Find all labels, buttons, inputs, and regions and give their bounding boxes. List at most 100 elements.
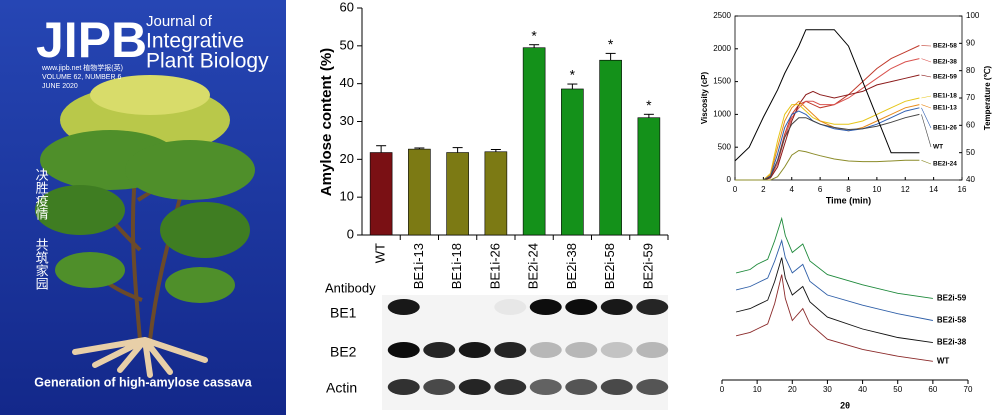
cover-website: www.jipb.net 植物学报(英) [41,63,123,72]
legend-pointer [921,160,932,165]
x-tick-label: BE2i-59 [640,243,655,289]
y-tick-label: 500 [718,142,732,151]
significance-mark: * [646,97,652,113]
blot-band [494,342,527,358]
legend-label: BE2i-59 [933,74,957,81]
blot-band [494,379,527,395]
y2-axis-label: Temperature (℃) [983,65,992,130]
blot-band [529,299,562,315]
western-blot [382,295,669,410]
legend-label: BE2i-58 [933,43,957,50]
data-line [735,45,920,181]
blot-band [565,299,598,315]
blot-band [458,342,491,358]
cover-slogan: 共筑家园 [34,238,49,290]
y-tick-label: 1500 [713,77,731,86]
x-tick-label: BE2i-38 [564,243,579,289]
series-label: BE2i-59 [937,294,967,303]
cover-logo: JIPB [36,12,147,68]
legend-label: BE1i-26 [933,125,957,132]
legend-pointer [921,58,932,63]
x-tick-label: 10 [872,185,881,194]
bar [561,88,584,236]
legend-label: BE2i-38 [933,59,957,66]
legend-pointer [921,74,932,78]
y2-tick-label: 60 [966,120,975,129]
y-tick-label: 60 [340,0,354,14]
y-tick-label: 40 [340,75,354,90]
x-tick-label: 70 [964,385,973,394]
bar [599,59,622,236]
blot-band [387,379,420,395]
cover-caption: Generation of high-amylose cassava [34,375,252,389]
blot-band [565,342,598,358]
y2-tick-label: 40 [966,175,975,184]
blot-band [387,299,420,315]
blot-row-label: BE1 [330,305,357,321]
cover-slogan: 决胜疫情 [34,168,49,220]
x-axis-label: Time (min) [826,195,871,205]
cover-volume: VOLUME 62, NUMBER 6 [42,74,121,81]
cover-journal-line: Journal of [146,13,213,30]
y-axis-label: Amylose content (%) [318,48,335,196]
significance-mark: * [570,67,576,83]
legend-pointer [921,114,932,148]
x-tick-label: 60 [928,385,937,394]
cover-journal-line: Plant Biology [146,50,269,73]
blot-band [565,379,598,395]
y2-tick-label: 50 [966,148,975,157]
bar [408,148,431,236]
y-tick-label: 0 [727,175,732,184]
blot-band [636,342,669,358]
x-tick-label: 4 [790,185,795,194]
blot-band [423,379,456,395]
x-tick-label: 0 [720,385,725,394]
bar [484,151,508,236]
x-tick-label: WT [373,243,388,263]
data-line [735,97,920,181]
cover-date: JUNE 2020 [42,83,78,90]
y2-tick-label: 90 [966,38,975,47]
y-axis-label: Viscosity (cP) [700,72,709,125]
series-label: BE2i-58 [937,316,967,325]
journal-cover: JIPB Journal of Integrative Plant Biolog… [0,0,286,415]
bar [369,152,393,236]
blot-band [529,342,562,358]
y-tick-label: 20 [340,151,354,166]
blot-band [600,379,633,395]
bar [446,152,469,236]
y-tick-label: 50 [340,37,354,52]
bar [637,117,661,236]
y2-tick-label: 80 [966,66,975,75]
data-line [735,257,933,344]
x-tick-label: 50 [893,385,902,394]
blot-band [600,342,633,358]
x-tick-label: BE2i-58 [602,243,617,289]
x-tick-label: 14 [929,185,938,194]
y-tick-label: 0 [347,226,354,241]
data-line [735,113,920,181]
cover-journal-line: Integrative [146,30,244,53]
blot-band [636,299,669,315]
y-tick-label: 10 [340,189,354,204]
significance-mark: * [608,36,614,52]
blot-band [387,342,420,358]
blot-header: Antibody [325,280,376,295]
x-tick-label: 30 [823,385,832,394]
y2-tick-label: 100 [966,11,980,20]
data-line [735,216,933,299]
x-tick-label: 0 [733,185,738,194]
x-tick-label: 20 [788,385,797,394]
y-tick-label: 1000 [713,110,731,119]
blot-band [494,299,527,315]
x-tick-label: 6 [818,185,823,194]
data-line [735,274,933,362]
data-line [735,149,920,181]
data-line [734,29,920,162]
blot-row-label: BE2 [330,344,357,360]
x-tick-label: 12 [901,185,910,194]
legend-label: BE1i-18 [933,93,957,100]
y-tick-label: 2000 [713,44,731,53]
